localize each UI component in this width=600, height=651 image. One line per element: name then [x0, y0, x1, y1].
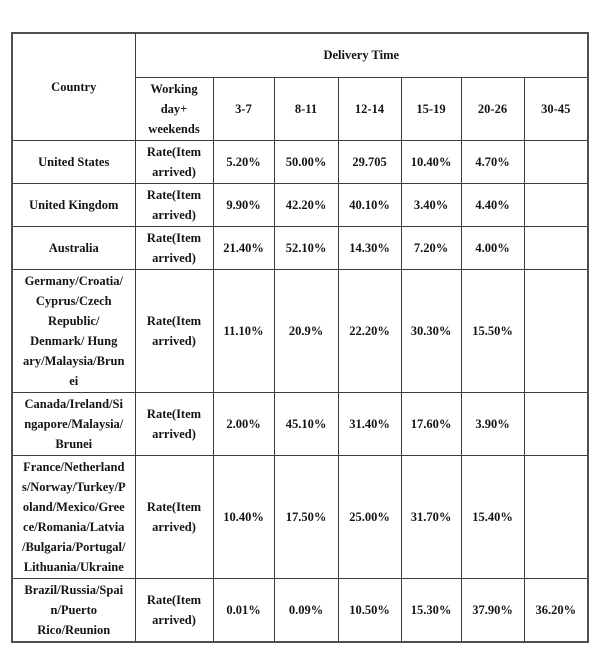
rate-value-cell: 50.00%: [273, 139, 339, 184]
country-header-cell: Country: [11, 32, 136, 141]
rate-value-cell: 25.00%: [337, 454, 402, 579]
rate-value-cell: 2.00%: [212, 391, 275, 456]
col-header-12-14: 12-14: [337, 76, 402, 141]
rate-value-cell: 40.10%: [337, 182, 402, 227]
table-row-united-states: United States Rate(Item arrived) 5.20% 5…: [11, 139, 589, 184]
rate-value-cell: 20.9%: [273, 268, 339, 393]
table-row-france-group: France/Netherland s/Norway/Turkey/P olan…: [11, 454, 589, 579]
country-cell: Germany/Croatia/ Cyprus/Czech Republic/ …: [11, 268, 136, 393]
rate-value-cell: 52.10%: [273, 225, 339, 270]
rate-label-cell: Rate(Item arrived): [134, 139, 214, 184]
rate-value-cell: 4.40%: [460, 182, 525, 227]
rate-value-cell: 15.50%: [460, 268, 525, 393]
rate-value-cell: 29.705: [337, 139, 402, 184]
rate-value-cell: 10.50%: [337, 577, 402, 642]
col-header-3-7: 3-7: [212, 76, 275, 141]
rate-value-cell: 4.00%: [460, 225, 525, 270]
rate-label-cell: Rate(Item arrived): [134, 225, 214, 270]
rate-value-cell: 7.20%: [400, 225, 462, 270]
rate-label-cell: Rate(Item arrived): [134, 577, 214, 642]
rate-value-cell: [523, 225, 589, 270]
rate-value-cell: 11.10%: [212, 268, 275, 393]
rate-value-cell: 31.40%: [337, 391, 402, 456]
table-row-canada-group: Canada/Ireland/Si ngapore/Malaysia/ Brun…: [11, 391, 589, 456]
table-row-australia: Australia Rate(Item arrived) 21.40% 52.1…: [11, 225, 589, 270]
rate-value-cell: 14.30%: [337, 225, 402, 270]
table-row-brazil-group: Brazil/Russia/Spai n/Puerto Rico/Reunion…: [11, 577, 589, 642]
country-cell: Brazil/Russia/Spai n/Puerto Rico/Reunion: [11, 577, 136, 642]
rate-value-cell: 10.40%: [400, 139, 462, 184]
country-cell: Canada/Ireland/Si ngapore/Malaysia/ Brun…: [11, 391, 136, 456]
rate-label-cell: Rate(Item arrived): [134, 454, 214, 579]
header-row-columns: Working day+ weekends 3-7 8-11 12-14 15-…: [12, 76, 589, 141]
rate-value-cell: 0.01%: [212, 577, 275, 642]
rate-value-cell: 15.30%: [400, 577, 462, 642]
rate-value-cell: 5.20%: [212, 139, 275, 184]
country-cell: Australia: [11, 225, 136, 270]
rate-value-cell: 17.50%: [273, 454, 339, 579]
col-header-30-45: 30-45: [523, 76, 589, 141]
rate-value-cell: [523, 139, 589, 184]
rate-value-cell: 36.20%: [523, 577, 589, 642]
rate-value-cell: [523, 182, 589, 227]
delivery-time-table: Country Delivery Time Working day+ weeke…: [11, 32, 590, 643]
delivery-time-header-cell: Delivery Time: [134, 32, 589, 78]
rate-value-cell: 10.40%: [212, 454, 275, 579]
col-header-15-19: 15-19: [400, 76, 462, 141]
rate-value-cell: 30.30%: [400, 268, 462, 393]
rate-value-cell: 0.09%: [273, 577, 339, 642]
country-cell: United States: [11, 139, 136, 184]
rate-value-cell: [523, 454, 589, 579]
rate-label-cell: Rate(Item arrived): [134, 182, 214, 227]
table-row-germany-group: Germany/Croatia/ Cyprus/Czech Republic/ …: [11, 268, 589, 393]
rate-value-cell: [523, 391, 589, 456]
rate-value-cell: 9.90%: [212, 182, 275, 227]
rate-value-cell: 15.40%: [460, 454, 525, 579]
table-row-united-kingdom: United Kingdom Rate(Item arrived) 9.90% …: [11, 182, 589, 227]
rate-label-cell: Rate(Item arrived): [134, 391, 214, 456]
rate-value-cell: 31.70%: [400, 454, 462, 579]
country-cell: France/Netherland s/Norway/Turkey/P olan…: [11, 454, 136, 579]
country-cell: United Kingdom: [11, 182, 136, 227]
rate-value-cell: 45.10%: [273, 391, 339, 456]
rate-label-cell: Rate(Item arrived): [134, 268, 214, 393]
rate-value-cell: 4.70%: [460, 139, 525, 184]
rate-value-cell: 17.60%: [400, 391, 462, 456]
rate-value-cell: 21.40%: [212, 225, 275, 270]
rate-value-cell: 22.20%: [337, 268, 402, 393]
col-header-20-26: 20-26: [460, 76, 525, 141]
col-header-8-11: 8-11: [273, 76, 339, 141]
rate-value-cell: 3.90%: [460, 391, 525, 456]
rate-value-cell: 37.90%: [460, 577, 525, 642]
rate-value-cell: 3.40%: [400, 182, 462, 227]
rate-value-cell: [523, 268, 589, 393]
rate-value-cell: 42.20%: [273, 182, 339, 227]
col-header-working-day-weekends: Working day+ weekends: [134, 76, 214, 141]
header-row-top: Country Delivery Time: [11, 32, 589, 141]
